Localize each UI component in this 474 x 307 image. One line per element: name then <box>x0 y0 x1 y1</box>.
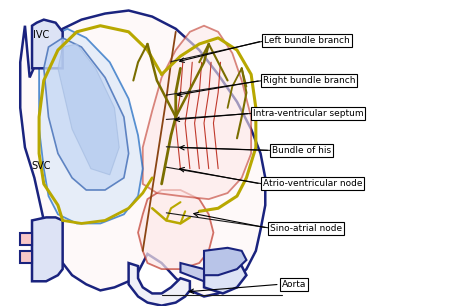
Text: SVC: SVC <box>32 161 51 171</box>
Text: Right bundle branch: Right bundle branch <box>263 76 356 85</box>
Polygon shape <box>143 26 251 199</box>
Polygon shape <box>20 233 32 245</box>
Text: Sino-atrial node: Sino-atrial node <box>270 223 342 232</box>
Polygon shape <box>58 44 119 175</box>
Text: Bundle of his: Bundle of his <box>273 146 331 155</box>
Polygon shape <box>20 251 32 263</box>
Text: Left bundle branch: Left bundle branch <box>264 37 350 45</box>
Polygon shape <box>204 263 246 293</box>
Polygon shape <box>138 190 213 269</box>
Polygon shape <box>181 263 204 281</box>
Polygon shape <box>39 29 143 223</box>
Text: Atrio-ventricular node: Atrio-ventricular node <box>263 179 363 188</box>
Polygon shape <box>20 10 265 297</box>
Polygon shape <box>204 248 246 275</box>
Polygon shape <box>32 20 63 68</box>
Polygon shape <box>32 217 63 281</box>
Text: Intra-ventricular septum: Intra-ventricular septum <box>253 109 363 118</box>
Polygon shape <box>44 38 128 190</box>
Polygon shape <box>128 263 190 305</box>
Text: Aorta: Aorta <box>282 280 306 289</box>
Text: IVC: IVC <box>33 30 50 40</box>
